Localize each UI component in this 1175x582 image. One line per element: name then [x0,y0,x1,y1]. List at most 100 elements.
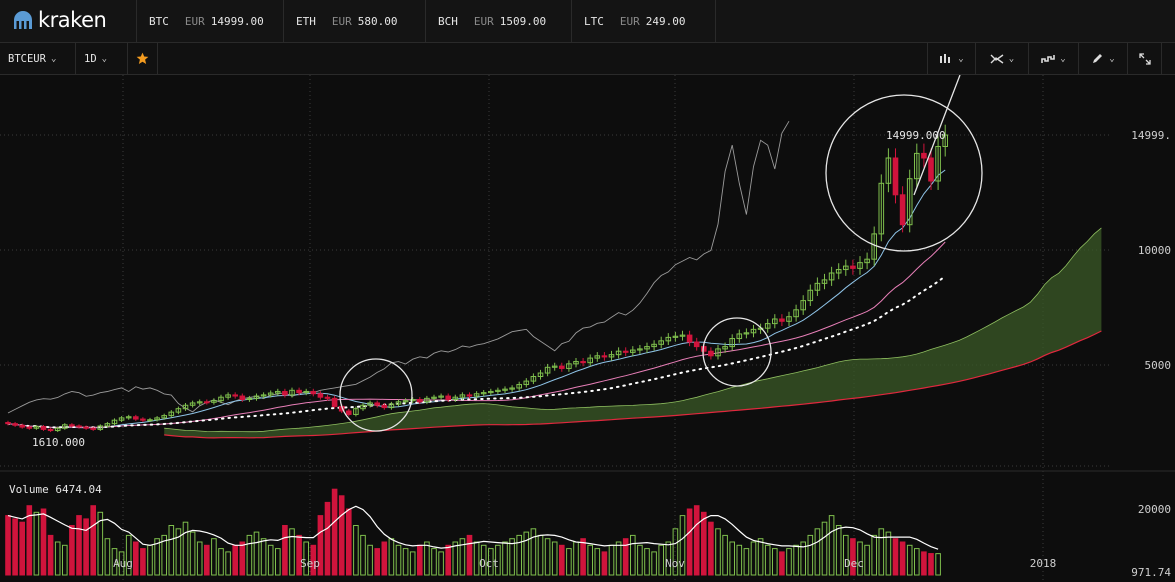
candle-body [850,265,856,269]
candle-body [566,363,572,369]
volume-bar [871,534,878,576]
top-bar: kraken BTC EUR 14999.00 ETH EUR 580.00 B… [0,0,1175,43]
cloud-span-b [164,330,1102,439]
ticker-currency: EUR [184,14,205,28]
drawing-button[interactable]: ⌄ [1078,43,1127,74]
volume-bar [672,528,679,576]
ticker-ltc[interactable]: LTC EUR 249.00 [571,0,716,42]
candle-body [168,411,175,417]
volume-bar [495,544,501,576]
volume-bar [807,534,814,576]
candle-type-button[interactable]: ⌄ [927,43,975,74]
candle-body [388,403,395,409]
candle-body [459,394,466,398]
volume-axis: 20000 971.74 [1131,503,1171,579]
volume-bar [480,544,487,576]
candle-body [147,419,153,422]
volume-bar [857,541,863,576]
candle-body [537,372,544,377]
ticker-bch[interactable]: BCH EUR 1509.00 [425,0,578,42]
candle-body [786,316,792,322]
candle-body [480,392,487,395]
candle-body [90,427,97,430]
volume-bar [168,525,175,576]
candle-body [161,415,167,419]
volume-bar [381,541,388,576]
volume-bar [125,534,132,576]
candle-body [267,392,274,396]
volume-bars-group [5,488,941,576]
volume-bar [786,548,792,576]
volume-bar [615,541,622,576]
volume-bar [445,544,451,576]
volume-bar [40,508,47,576]
volume-bar [253,531,260,576]
candle-body [12,423,18,426]
candle-body [750,328,757,334]
kraken-logo[interactable]: kraken [12,8,107,32]
candle-body [466,394,473,397]
volume-bar [566,548,572,576]
candle-body [409,399,416,402]
candle-body [353,408,359,415]
interval-select[interactable]: 1D ⌄ [76,43,128,74]
candle-body [445,395,451,400]
candle-body [722,346,728,350]
fullscreen-button[interactable] [1127,43,1162,74]
volume-bar [502,541,508,576]
lagging-span [7,120,790,414]
candle-body [260,394,267,397]
volume-bar [232,544,238,576]
chart-style-button[interactable]: ⌄ [1028,43,1078,74]
candle-body [26,426,33,429]
candle-body [303,390,309,394]
volume-bar [452,541,459,576]
pair-select[interactable]: BTCEUR ⌄ [0,43,76,74]
ticker-currency: EUR [331,14,352,28]
favorite-button[interactable] [128,43,158,74]
ticker-price: 249.00 [645,14,686,28]
candle-body [154,417,160,421]
indicators-button[interactable]: ⌄ [975,43,1028,74]
candle-body [133,416,139,420]
ichimoku-cloud [164,227,1102,438]
ticker-btc[interactable]: BTC EUR 14999.00 [136,0,295,42]
volume-bar [388,538,395,576]
candle-body [906,178,913,226]
volume-bar [189,531,196,576]
candle-body [835,269,842,274]
fullscreen-icon [1138,52,1151,65]
volume-bar [289,528,295,576]
volume-tick-label: 971.74 [1131,566,1171,579]
candle-body [658,340,665,345]
candle-body [97,425,104,430]
candle-body [282,390,288,396]
ticker-currency: EUR [473,14,494,28]
candles-group [5,124,949,433]
volume-bar [821,521,828,576]
candle-body [253,395,260,399]
volume-bar [317,515,324,576]
volume-bar [800,541,807,576]
time-tick-label: 2018 [1030,557,1057,570]
volume-bar [54,541,61,576]
candle-body [125,416,132,419]
candle-body [544,366,551,374]
volume-bar [83,518,89,576]
volume-bar [658,544,665,576]
candle-body [76,425,82,428]
candle-body [551,365,558,368]
volume-bar [97,511,104,576]
ticker-eth[interactable]: ETH EUR 580.00 [283,0,433,42]
drawing-pencil-icon [1093,54,1103,63]
price-chart[interactable]: 14999.000 1610.000 14999. 10000 5000 Volume… [0,75,1175,582]
low-price-label: 1610.000 [32,436,85,449]
volume-bar [559,544,565,576]
candle-body [573,361,579,365]
candle-body [800,300,807,311]
volume-bar [594,548,601,576]
volume-bar [772,548,778,576]
candle-body [310,390,317,395]
time-tick-label: Oct [479,557,499,570]
candle-body [83,426,89,429]
